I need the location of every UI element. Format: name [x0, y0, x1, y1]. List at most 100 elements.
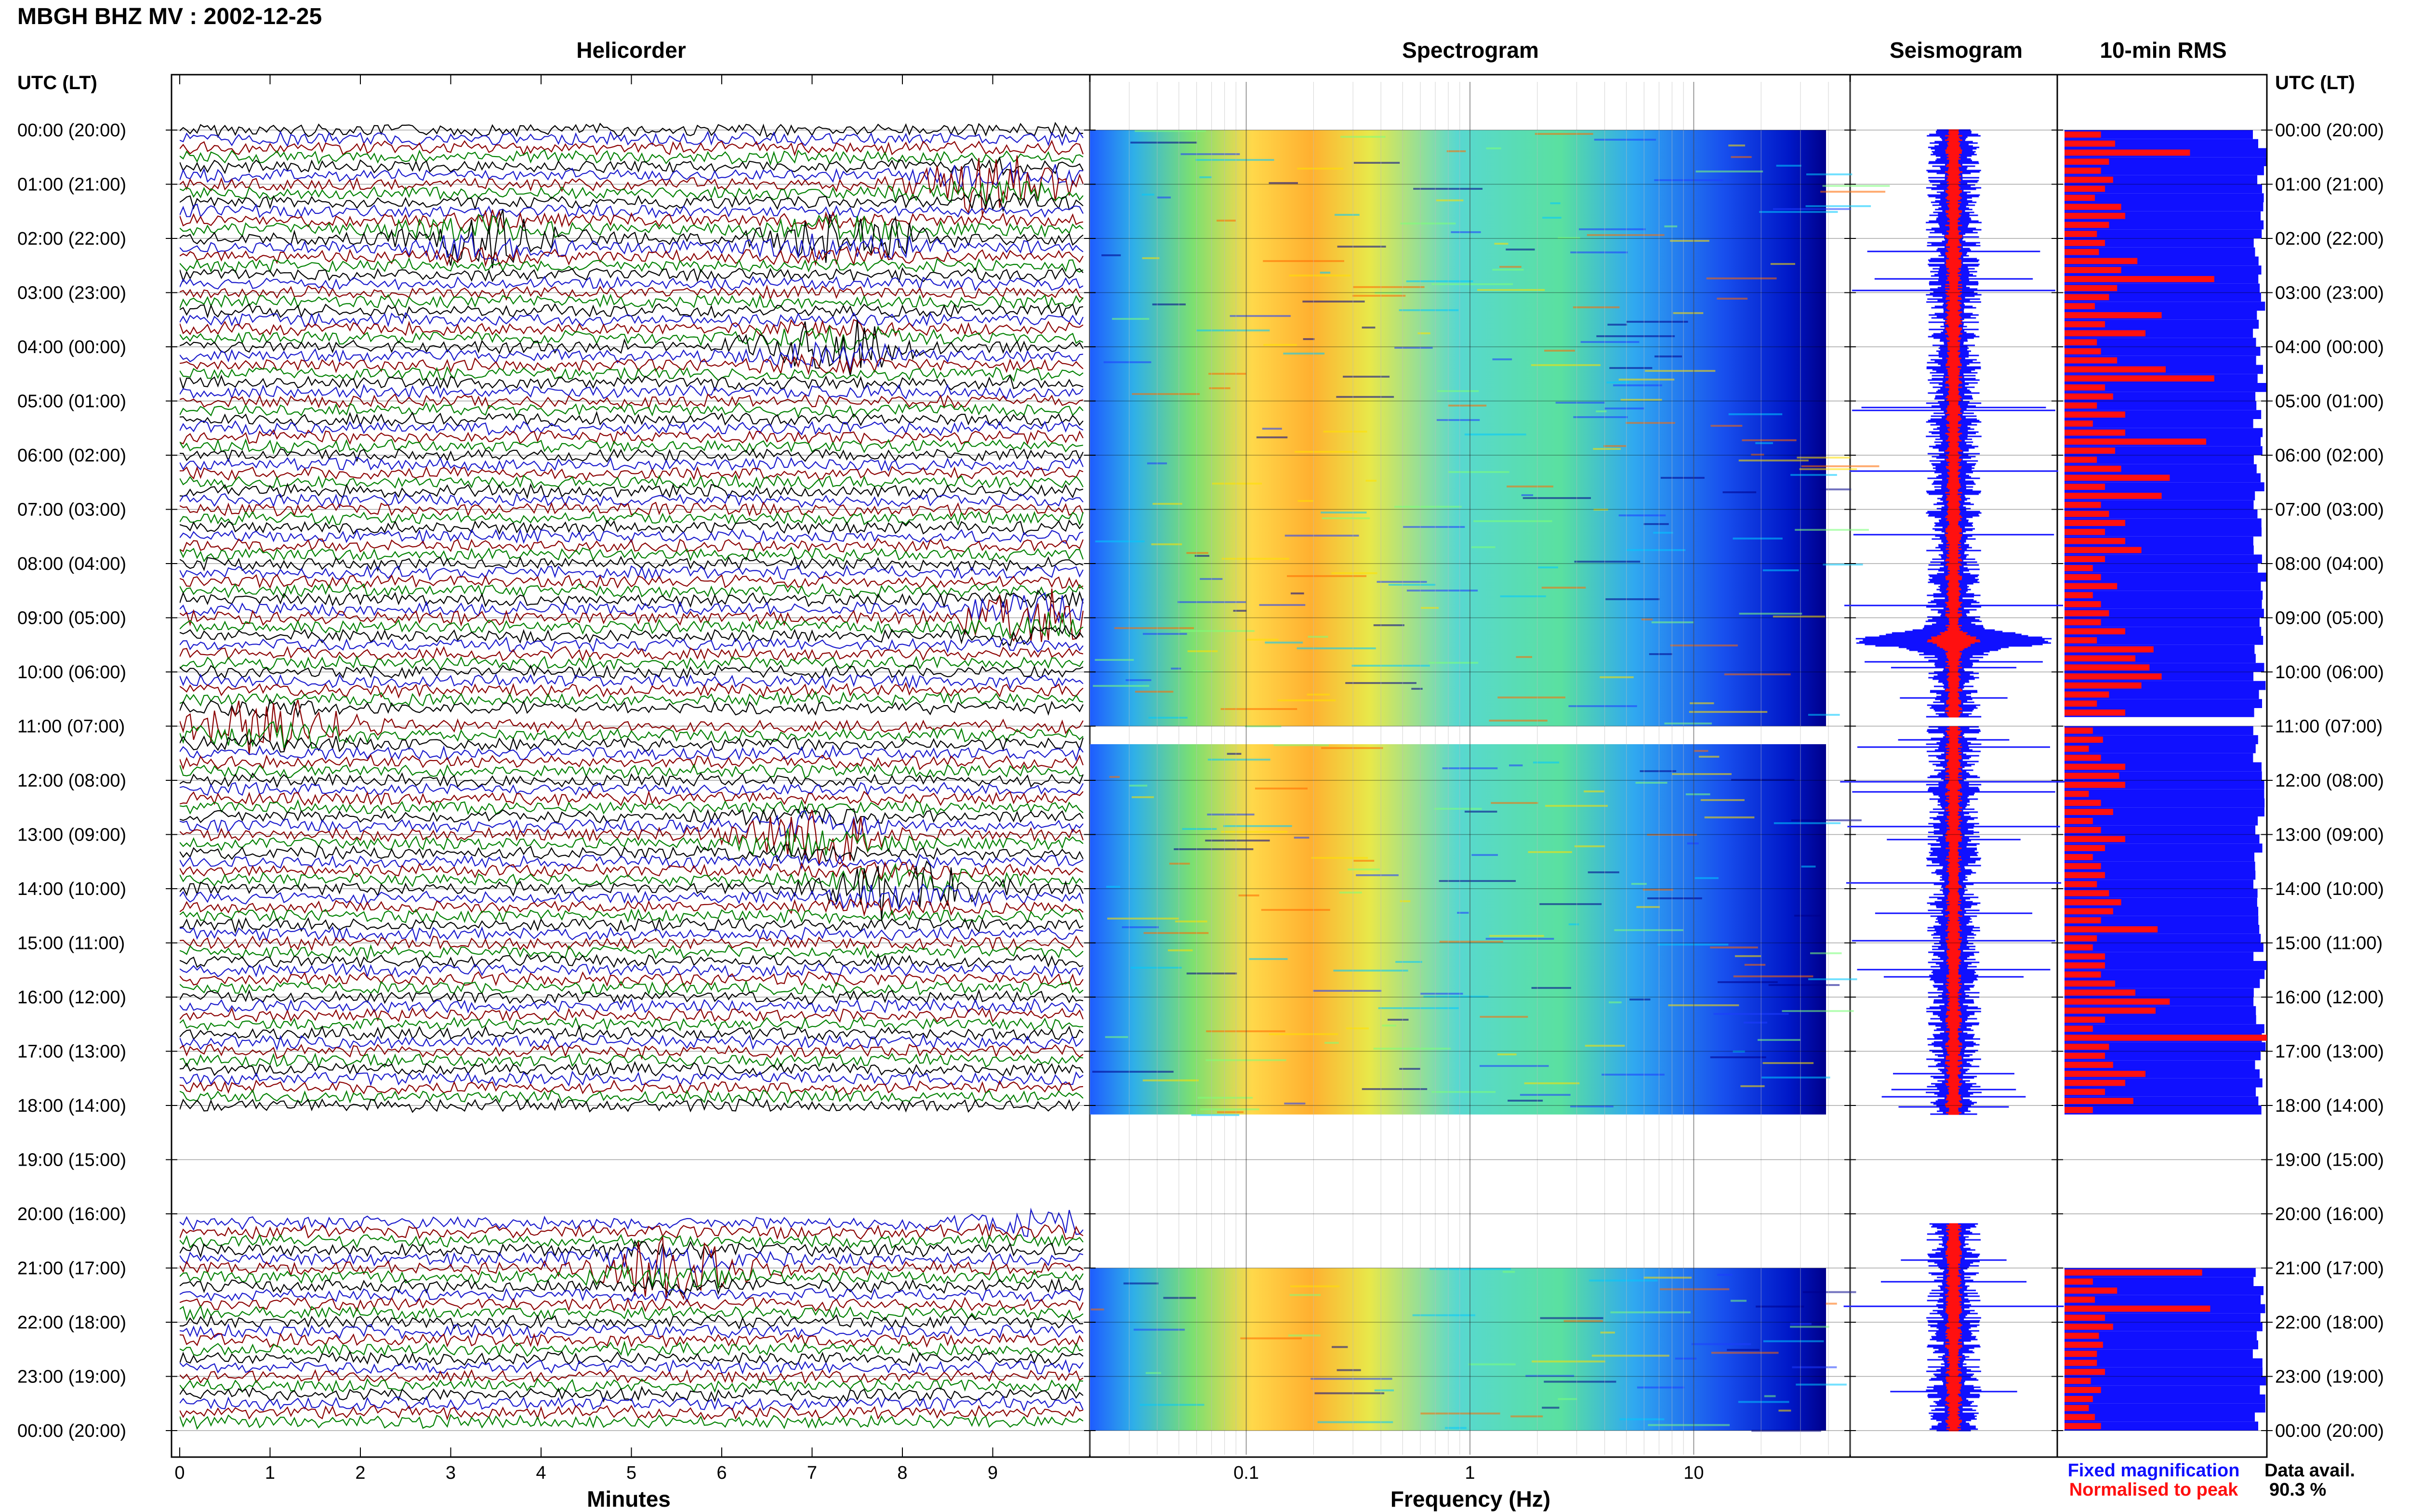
time-label-right: 00:00 (20:00) — [2275, 120, 2384, 141]
spectrogram-cell — [1762, 569, 1799, 571]
spectrogram-cell — [1378, 1007, 1459, 1009]
spectrogram-cell — [1431, 1091, 1496, 1093]
spectrogram-cell — [1637, 1386, 1685, 1389]
rms-normalised-bar — [2065, 149, 2190, 156]
rms-fixed-bar — [2065, 157, 2266, 166]
spectrogram-cell — [1406, 590, 1478, 592]
helicorder-trace — [180, 944, 1084, 961]
spectrogram-cell — [1406, 280, 1473, 282]
helicorder-trace — [180, 483, 1084, 500]
helicorder-trace — [180, 492, 1084, 509]
helicorder-trace — [180, 1239, 1084, 1261]
helicorder-title: Helicorder — [576, 38, 686, 63]
spectrogram-cell — [1664, 723, 1712, 724]
time-label-left: 08:00 (04:00) — [17, 554, 126, 574]
spectrogram-cell — [1112, 318, 1150, 320]
spectrogram-cell — [1348, 868, 1380, 870]
helicorder-trace — [180, 971, 1084, 987]
spectrogram-cell — [1710, 425, 1743, 427]
spectrogram-cell — [1311, 857, 1368, 859]
spectrogram-cell — [1255, 788, 1308, 789]
rms-title: 10-min RMS — [2100, 38, 2226, 63]
helicorder-trace — [180, 772, 1084, 789]
rms-fixed-bar — [2065, 816, 2258, 826]
helicorder-trace — [180, 284, 1084, 301]
spectrogram-cell — [1471, 854, 1498, 856]
rms-normalised-bar — [2065, 1378, 2091, 1384]
spectrogram-cell — [1604, 408, 1644, 409]
spectrogram-cell — [1610, 1311, 1691, 1314]
spectrogram-cell — [1191, 1114, 1240, 1116]
rms-normalised-bar — [2065, 999, 2170, 1005]
helicorder-trace — [180, 690, 1084, 707]
spectrogram-cell — [1626, 321, 1688, 323]
helicorder-trace — [180, 1369, 1084, 1385]
spectrogram-cell — [1131, 796, 1154, 798]
rms-normalised-bar — [2065, 592, 2093, 598]
spectrogram-cell — [1531, 364, 1601, 366]
rms-normalised-bar — [2065, 185, 2105, 192]
spectrogram-cell — [1773, 616, 1826, 618]
rms-normalised-bar — [2065, 366, 2166, 373]
helicorder-trace — [180, 989, 1084, 1004]
rms-normalised-bar — [2065, 800, 2101, 806]
spectrogram-cell — [1613, 384, 1662, 386]
time-label-left: 02:00 (22:00) — [17, 229, 126, 249]
spectrogram-cell — [1600, 676, 1634, 678]
spectrogram-cell — [1636, 906, 1660, 908]
rms-fixed-bar — [2065, 726, 2253, 736]
rms-normalised-bar — [2065, 971, 2101, 978]
rms-normalised-bar — [2065, 574, 2101, 580]
rms-normalised-bar — [2065, 438, 2206, 445]
spectrogram-cell — [1133, 1328, 1185, 1331]
spectrogram-cell — [1093, 685, 1150, 687]
helicorder-trace — [180, 276, 1084, 291]
helicorder-xlabel: Minutes — [587, 1486, 671, 1512]
rms-normalised-bar — [2065, 1360, 2097, 1366]
spectrogram-cell — [1685, 793, 1710, 795]
rms-fixed-bar — [2065, 870, 2256, 880]
time-label-right: 18:00 (14:00) — [2275, 1096, 2384, 1116]
time-label-left: 09:00 (05:00) — [17, 608, 126, 629]
spectrogram-cell — [1339, 892, 1362, 894]
rms-normalised-bar — [2065, 258, 2138, 264]
rms-fixed-bar — [2065, 509, 2258, 519]
spectrogram-cell — [1774, 822, 1841, 824]
rms-fixed-bar — [2065, 735, 2258, 744]
spectrogram-cell — [1733, 1051, 1745, 1052]
time-label-right: 00:00 (20:00) — [2275, 1421, 2384, 1441]
rms-normalised-bar — [2065, 1071, 2145, 1077]
rms-normalised-bar — [2065, 836, 2125, 842]
rms-normalised-bar — [2065, 746, 2089, 752]
spectrogram-cell — [1542, 1407, 1560, 1409]
rms-normalised-bar — [2065, 601, 2101, 607]
rms-normalised-bar — [2065, 763, 2125, 770]
spectrogram-cell — [1535, 133, 1593, 135]
time-label-left: 11:00 (07:00) — [17, 717, 125, 737]
spectrogram-cell — [1510, 1415, 1543, 1418]
helicorder-trace — [180, 962, 1084, 978]
rms-normalised-bar — [2065, 1089, 2105, 1095]
rms-fixed-bar — [2065, 825, 2256, 835]
helicorder-trace — [180, 231, 1084, 262]
spectrogram-cell — [1710, 947, 1758, 948]
rms-fixed-bar — [2065, 1394, 2265, 1404]
rms-normalised-bar — [2065, 176, 2113, 183]
spectrogram-cell — [1641, 618, 1653, 620]
helicorder-trace — [180, 149, 1084, 166]
spectrogram-cell — [1477, 289, 1545, 291]
spectrogram-cell — [1175, 920, 1207, 922]
rms-normalised-bar — [2065, 204, 2121, 210]
spectrogram-cell — [1532, 1360, 1605, 1363]
spectrogram-cell — [1500, 595, 1546, 597]
rms-fixed-bar — [2065, 591, 2263, 600]
spectrogram-cell — [1313, 990, 1382, 992]
spectrogram-cell — [1626, 549, 1686, 551]
spectrogram-cell — [1724, 673, 1791, 675]
spectrogram-cell — [1307, 694, 1330, 696]
rms-normalised-bar — [2065, 710, 2125, 716]
rms-normalised-bar — [2065, 321, 2105, 328]
spectrogram-cell — [1352, 295, 1406, 297]
helicorder-trace — [180, 682, 1084, 699]
spectrogram-cell — [1672, 773, 1732, 775]
